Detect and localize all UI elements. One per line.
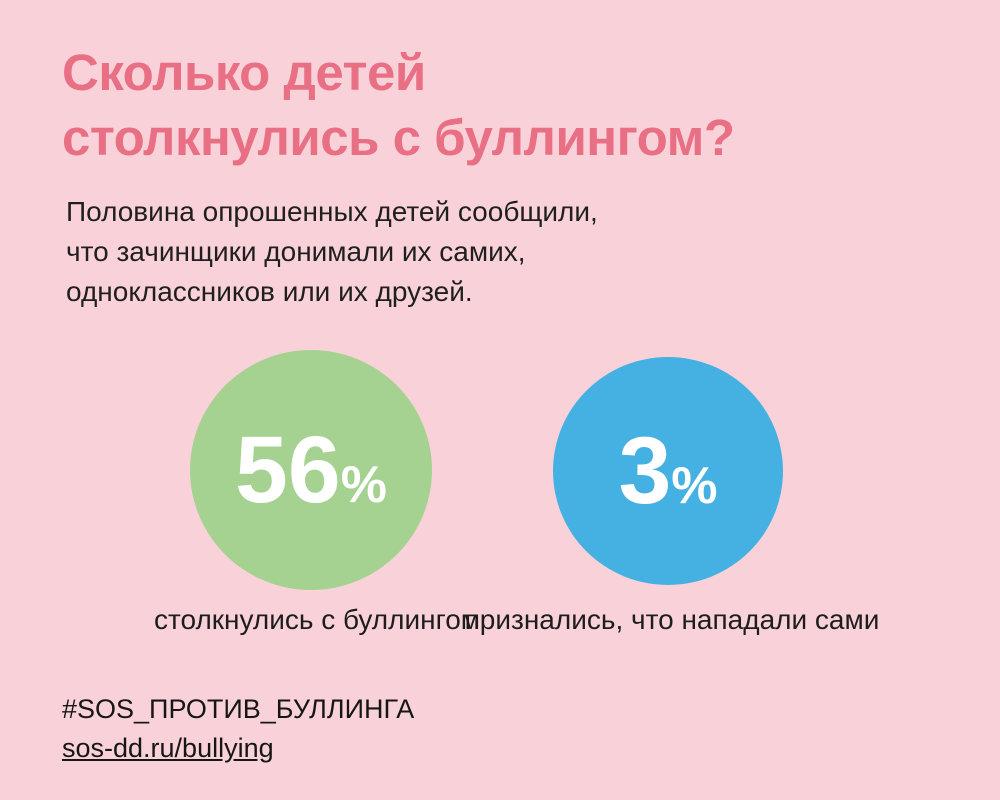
footer-link[interactable]: sos-dd.ru/bullying	[62, 733, 274, 763]
footer: #SOS_ПРОТИВ_БУЛЛИНГА sos-dd.ru/bullying	[62, 690, 414, 768]
stat-circle-bullied: 56%	[190, 350, 432, 590]
page-title: Сколько детей столкнулись с буллингом?	[62, 40, 735, 170]
intro-line-1: Половина опрошенных детей сообщили,	[66, 196, 598, 227]
stat-circle-aggressors: 3%	[553, 357, 783, 585]
footer-hashtag: #SOS_ПРОТИВ_БУЛЛИНГА	[62, 694, 415, 724]
stat-value-aggressors: 3%	[618, 423, 718, 519]
intro-text: Половина опрошенных детей сообщили, что …	[66, 192, 598, 312]
intro-line-3: одноклассников или их друзей.	[66, 276, 473, 307]
stat-value-bullied: 56%	[235, 422, 387, 518]
stat-label-aggressors: признались, что нападали сами	[464, 604, 880, 635]
percent-sign-aggressors: %	[671, 456, 718, 515]
percent-sign-bullied: %	[340, 455, 387, 514]
stat-label-bullied: столкнулись с буллингом	[153, 604, 481, 635]
title-line-2: столкнулись с буллингом?	[62, 109, 735, 166]
stat-digits-bullied: 56	[235, 416, 341, 523]
title-line-1: Сколько детей	[62, 44, 426, 101]
stat-digits-aggressors: 3	[618, 417, 672, 524]
intro-line-2: что зачинщики донимали их самих,	[66, 236, 526, 267]
